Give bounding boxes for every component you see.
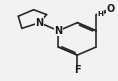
Text: H: H xyxy=(97,11,103,17)
Text: N: N xyxy=(54,26,62,36)
Text: F: F xyxy=(74,65,81,75)
Text: O: O xyxy=(106,4,114,14)
Text: N: N xyxy=(36,18,44,28)
